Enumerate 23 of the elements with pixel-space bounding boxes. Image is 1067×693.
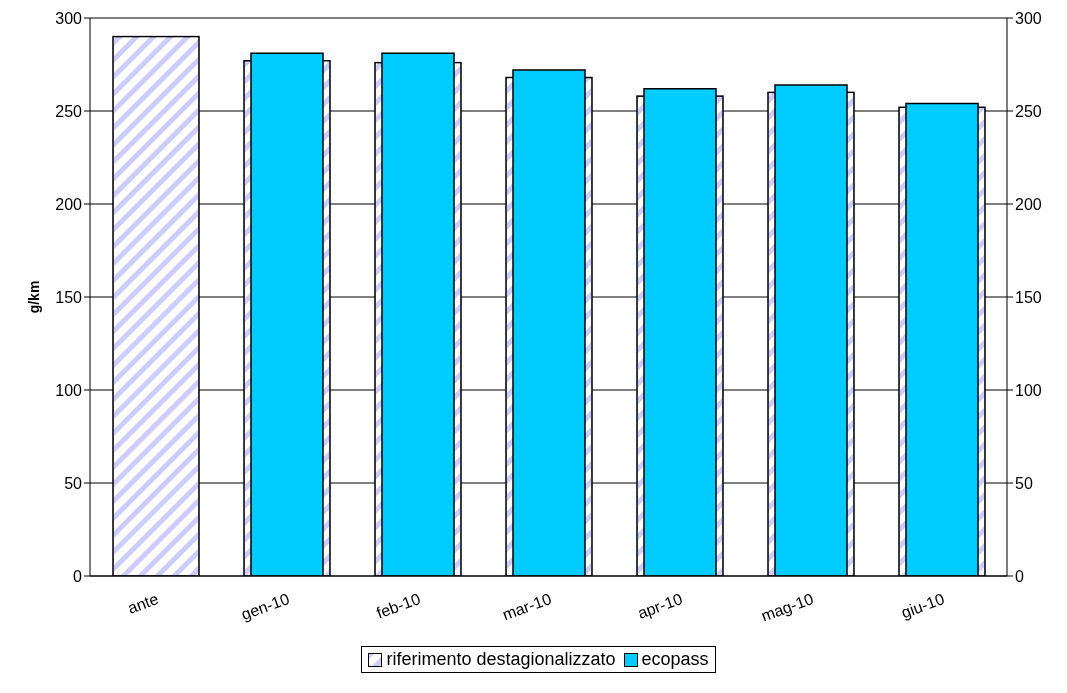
y2-tick-label: 150: [1015, 288, 1042, 306]
y-tick-label: 150: [55, 288, 83, 306]
y2-tick-label: 200: [1015, 195, 1042, 213]
y2-tick-label: 300: [1015, 9, 1042, 27]
y-tick-label: 300: [55, 9, 83, 27]
x-tick-label: giu-10: [899, 590, 947, 622]
y2-tick-label: 250: [1015, 102, 1042, 120]
y-tick-label: 0: [73, 567, 83, 585]
y-tick-label: 50: [64, 474, 83, 492]
y2-tick-label: 100: [1015, 381, 1042, 399]
x-tick-label: mag-10: [758, 590, 816, 625]
legend-label: ecopass: [640, 649, 709, 670]
x-tick-label: apr-10: [635, 590, 685, 622]
y-tick-label: 200: [55, 195, 83, 213]
y2-tick-label: 50: [1015, 474, 1033, 492]
legend-label: riferimento destagionalizzato: [385, 649, 616, 670]
x-tick-label: mar-10: [500, 590, 554, 624]
y-tick-label: 250: [55, 102, 83, 120]
x-tick-label: feb-10: [374, 590, 423, 622]
y2-tick-label: 0: [1015, 567, 1024, 585]
y-tick-label: 100: [55, 381, 83, 399]
x-tick-label: ante: [125, 590, 161, 617]
y-axis-title: g/km: [25, 280, 42, 314]
